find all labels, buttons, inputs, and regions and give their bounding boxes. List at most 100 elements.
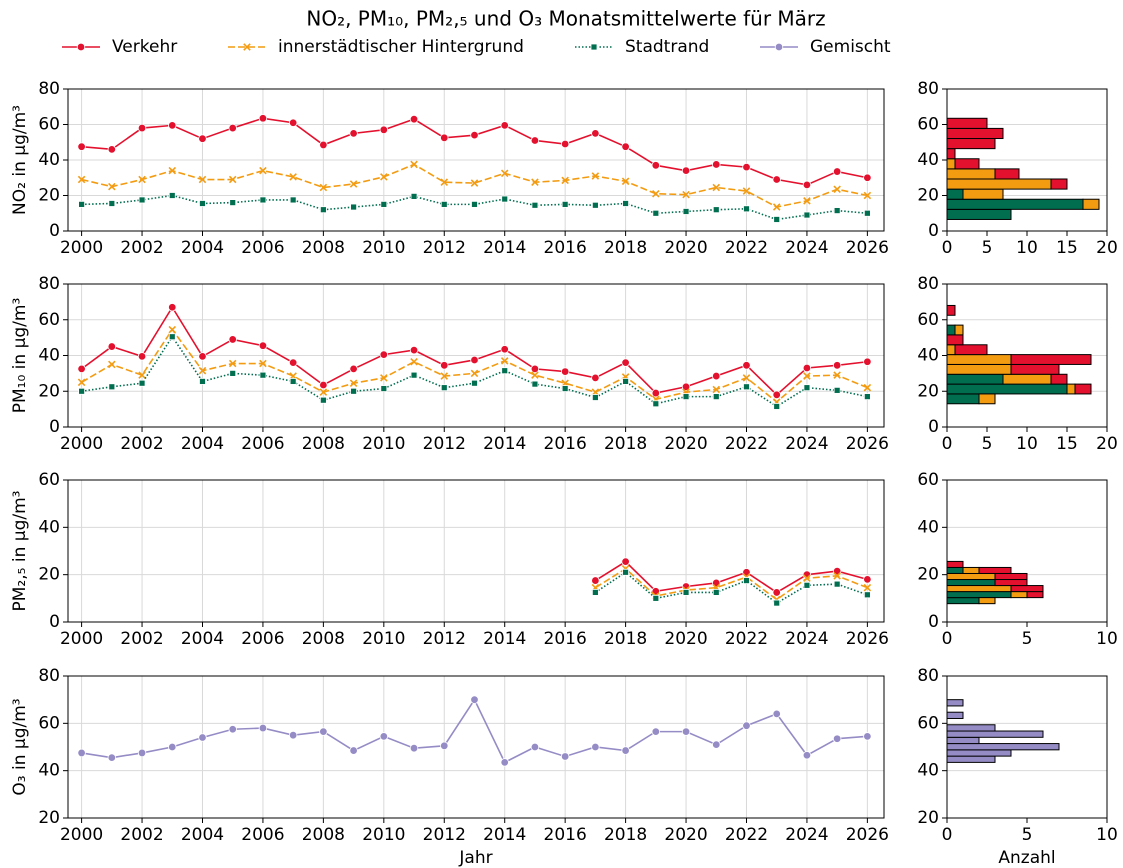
x-tick-label: 2014 [483,825,526,845]
data-point [168,192,176,199]
data-point [470,695,479,704]
y-tick-label: 20 [38,565,60,585]
data-point [199,378,206,385]
data-point [107,753,117,762]
data-point [77,378,86,387]
data-point [198,366,207,375]
figure-title: NO₂, PM₁₀, PM₂,₅ und O₃ Monatsmittelwert… [306,7,825,31]
data-point [531,201,539,209]
data-point [621,557,630,566]
histogram-bar [994,572,1028,581]
data-point [712,393,720,401]
x-tick-label: 2010 [362,629,405,649]
data-point [228,359,237,368]
data-point [409,743,419,753]
data-point [622,568,629,576]
data-point [652,594,660,602]
data-point [501,195,509,203]
marker-stroke [243,43,251,51]
x-tick-label: 2024 [785,238,828,258]
data-point [833,386,841,394]
data-point [259,166,267,175]
x-tick-label: 2008 [302,434,345,454]
x-tick-label: 10 [1096,825,1118,845]
x-tick-label: 5 [1022,629,1033,649]
data-point [137,352,147,361]
x-tick-label: 2026 [846,629,889,649]
x-tick-label: 0 [942,629,953,649]
y-tick-label: 40 [917,761,939,781]
data-point [833,207,841,214]
x-tick-label: 2016 [544,238,587,258]
data-point [681,727,691,736]
legend-label: innerstädtischer Hintergrund [278,37,524,57]
data-point [863,357,872,366]
y-tick-label: 60 [38,713,60,733]
histogram-bar [946,749,1012,757]
data-point [168,121,177,130]
data-point [410,357,418,366]
data-point [138,371,146,379]
data-point [137,748,147,758]
data-point [168,742,177,752]
y-tick-label: 80 [917,274,939,294]
data-point [229,199,237,207]
data-point [803,211,811,219]
marker-stroke [440,372,449,380]
data-point [712,206,720,214]
marker-stroke [410,160,418,169]
data-point [500,121,509,130]
x-tick-label: 2024 [785,434,828,454]
histogram-bar [978,566,1012,574]
data-point [712,589,720,596]
data-point [78,387,85,395]
data-point [440,361,449,370]
histogram-bar [954,344,988,356]
y-tick-label: 0 [49,221,60,241]
data-point [803,581,811,589]
data-point [863,591,871,599]
x-tick-label: 2012 [423,629,466,649]
marker-stroke [682,190,690,199]
data-point [380,173,388,181]
data-point [77,142,86,151]
data-point [410,192,418,200]
data-point [863,575,872,584]
x-tick-label: 2002 [120,825,163,845]
legend: Verkehr innerstädtischer Hintergrund Stadt… [62,37,891,57]
marker-stroke [621,177,630,186]
histogram-bar [946,188,964,200]
histogram-bar [946,168,996,180]
data-point [621,358,630,367]
histogram-bar [946,755,996,763]
x-tick-label: 20 [1096,238,1118,258]
histogram-bar [962,566,980,574]
histogram-bar [946,560,964,568]
data-point [229,369,237,377]
marker-stroke [591,172,600,180]
data-point [138,196,146,204]
y-tick-label: 40 [917,517,939,537]
data-point [198,733,207,742]
histogram-bar [994,168,1020,180]
data-point [288,730,298,740]
data-point [773,599,781,607]
histogram-bar [1050,373,1068,385]
data-point [591,172,600,180]
marker-stroke [349,180,358,188]
marker-stroke [803,574,811,582]
x-tick-label: 2018 [604,434,647,454]
y-tick-label: 60 [917,310,939,330]
histogram-bar [978,393,996,405]
data-point [531,371,539,379]
data-point [349,129,358,138]
marker-stroke [380,374,388,382]
marker-stroke [77,378,86,387]
histogram-bar [946,393,980,405]
data-point [471,379,478,387]
marker-stroke [500,169,509,178]
histogram-bar [946,743,1060,751]
marker-stroke [772,203,781,211]
plot-frame [67,283,885,428]
x-tick-label: 2010 [362,825,405,845]
